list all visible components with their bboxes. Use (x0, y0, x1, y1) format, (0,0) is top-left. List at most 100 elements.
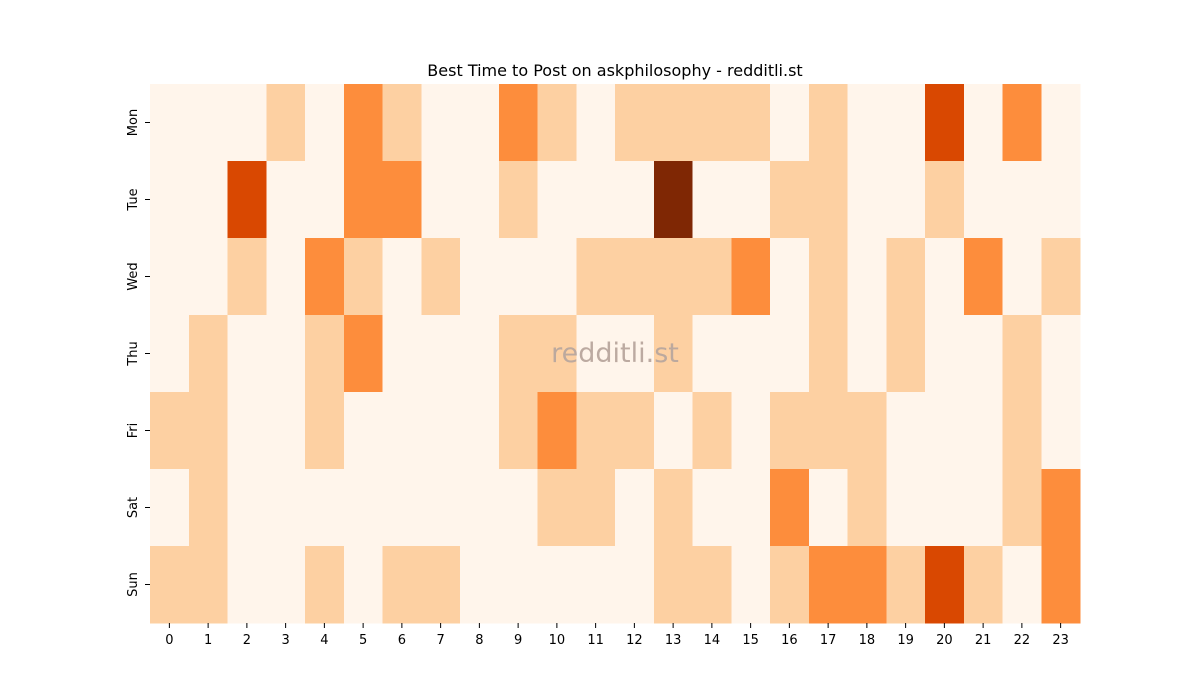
heatmap-cell-mon-9 (498, 84, 538, 162)
heatmap-cell-sun-14 (692, 546, 732, 624)
heatmap-cell-tue-9 (498, 161, 538, 239)
x-tick-label: 8 (475, 633, 483, 648)
heatmap-cell-mon-6 (382, 84, 422, 162)
heatmap-cells (150, 84, 1081, 624)
heatmap-cell-sun-6 (382, 546, 422, 624)
heatmap-cell-tue-22 (1002, 161, 1042, 239)
heatmap-cell-sun-18 (847, 546, 887, 624)
heatmap-cell-tue-18 (847, 161, 887, 239)
heatmap-cell-fri-9 (498, 392, 538, 470)
x-tick-label: 7 (436, 633, 444, 648)
heatmap-cell-tue-20 (925, 161, 965, 239)
heatmap-cell-tue-0 (150, 161, 190, 239)
heatmap-cell-sat-0 (150, 469, 190, 547)
heatmap-cell-wed-2 (227, 238, 267, 316)
heatmap-cell-wed-13 (653, 238, 693, 316)
heatmap-cell-wed-17 (808, 238, 848, 316)
heatmap-cell-sat-12 (615, 469, 655, 547)
heatmap-cell-mon-20 (925, 84, 965, 162)
heatmap-cell-wed-3 (266, 238, 306, 316)
heatmap-cell-wed-0 (150, 238, 190, 316)
heatmap-cell-fri-10 (537, 392, 577, 470)
heatmap-cell-tue-11 (576, 161, 616, 239)
heatmap-cell-mon-11 (576, 84, 616, 162)
heatmap-cell-fri-1 (188, 392, 228, 470)
x-tick-label: 10 (549, 633, 566, 648)
y-tick-label: Thu (126, 341, 141, 366)
heatmap-cell-thu-14 (692, 315, 732, 393)
heatmap-cell-fri-7 (421, 392, 461, 470)
heatmap-cell-mon-19 (886, 84, 926, 162)
heatmap-cell-tue-5 (343, 161, 383, 239)
heatmap-cell-sat-23 (1041, 469, 1081, 547)
heatmap-cell-wed-22 (1002, 238, 1042, 316)
heatmap-cell-fri-13 (653, 392, 693, 470)
heatmap-cell-sun-11 (576, 546, 616, 624)
heatmap-cell-sat-22 (1002, 469, 1042, 547)
heatmap-cell-tue-12 (615, 161, 655, 239)
heatmap-cell-sat-16 (770, 469, 810, 547)
heatmap-cell-mon-0 (150, 84, 190, 162)
heatmap-cell-sun-7 (421, 546, 461, 624)
heatmap-cell-sun-21 (963, 546, 1003, 624)
heatmap-cell-tue-17 (808, 161, 848, 239)
chart-title: Best Time to Post on askphilosophy - red… (427, 61, 802, 80)
x-tick-label: 16 (781, 633, 798, 648)
heatmap-cell-wed-19 (886, 238, 926, 316)
heatmap-cell-wed-4 (305, 238, 345, 316)
heatmap-cell-tue-15 (731, 161, 771, 239)
heatmap-cell-sat-20 (925, 469, 965, 547)
x-tick-label: 21 (975, 633, 992, 648)
watermark: redditli.st (551, 338, 679, 369)
x-tick-label: 9 (514, 633, 522, 648)
heatmap-cell-fri-15 (731, 392, 771, 470)
heatmap-cell-thu-17 (808, 315, 848, 393)
x-axis: 0 1 2 3 4 5 6 7 8 9 10 11 12 13 14 15 16 17 18 19 20 21 22 23 (165, 623, 1069, 648)
heatmap-cell-sat-6 (382, 469, 422, 547)
heatmap-cell-fri-21 (963, 392, 1003, 470)
heatmap-cell-wed-23 (1041, 238, 1081, 316)
x-tick-label: 13 (665, 633, 682, 648)
heatmap-cell-thu-16 (770, 315, 810, 393)
heatmap-cell-tue-4 (305, 161, 345, 239)
x-tick-label: 1 (204, 633, 212, 648)
y-tick-label: Tue (126, 188, 141, 211)
heatmap-cell-sun-0 (150, 546, 190, 624)
y-tick-label: Mon (126, 109, 141, 136)
heatmap-cell-sat-8 (460, 469, 500, 547)
x-tick-label: 22 (1014, 633, 1031, 648)
heatmap-cell-tue-6 (382, 161, 422, 239)
y-axis: Mon Tue Wed Thu Fri Sat Sun (126, 109, 150, 597)
heatmap-cell-fri-8 (460, 392, 500, 470)
heatmap-cell-thu-0 (150, 315, 190, 393)
heatmap-cell-sat-9 (498, 469, 538, 547)
heatmap-cell-sun-5 (343, 546, 383, 624)
heatmap-cell-sat-5 (343, 469, 383, 547)
heatmap-cell-sat-17 (808, 469, 848, 547)
heatmap-cell-fri-3 (266, 392, 306, 470)
heatmap-cell-fri-0 (150, 392, 190, 470)
heatmap-cell-wed-7 (421, 238, 461, 316)
heatmap-cell-thu-12 (615, 315, 655, 393)
heatmap-cell-wed-21 (963, 238, 1003, 316)
heatmap-cell-sat-2 (227, 469, 267, 547)
x-tick-label: 18 (859, 633, 876, 648)
heatmap-cell-sun-8 (460, 546, 500, 624)
heatmap-cell-tue-8 (460, 161, 500, 239)
x-tick-label: 20 (936, 633, 953, 648)
heatmap-cell-mon-16 (770, 84, 810, 162)
heatmap-cell-sun-1 (188, 546, 228, 624)
x-tick-label: 14 (704, 633, 721, 648)
heatmap-cell-sat-19 (886, 469, 926, 547)
heatmap-cell-thu-19 (886, 315, 926, 393)
heatmap-cell-sun-22 (1002, 546, 1042, 624)
heatmap-cell-sun-10 (537, 546, 577, 624)
heatmap-cell-fri-5 (343, 392, 383, 470)
x-tick-label: 3 (281, 633, 289, 648)
heatmap-cell-fri-19 (886, 392, 926, 470)
heatmap-cell-fri-11 (576, 392, 616, 470)
heatmap-cell-thu-18 (847, 315, 887, 393)
heatmap-cell-sun-19 (886, 546, 926, 624)
heatmap-cell-thu-22 (1002, 315, 1042, 393)
